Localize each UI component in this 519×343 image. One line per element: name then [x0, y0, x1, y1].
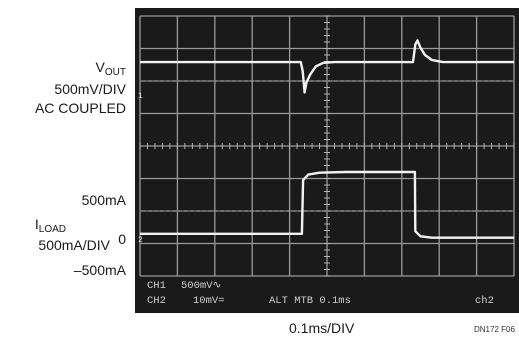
iload-scale-label: 500mA/DIV: [38, 237, 110, 253]
figure-id: DN172 F06: [474, 325, 515, 334]
oscilloscope-screen: 1 2 CH1 500mV∿ CH2 10mV= ALT MTB 0.1ms c…: [135, 8, 519, 313]
iload-tick-label-zero: 0: [118, 231, 126, 247]
iload-trace: [140, 170, 514, 239]
readout-ch1-scale: 500mV∿: [181, 280, 222, 292]
vout-scale-label: 500mV/DIV: [54, 81, 126, 97]
vout-label-main: V: [95, 59, 105, 75]
readout-trigger-source: ch2: [475, 295, 494, 307]
iload-tick-label-pos: 500mA: [81, 192, 126, 208]
ch1-level-marker: 1: [138, 92, 143, 101]
x-axis-label: 0.1ms/DIV: [289, 320, 355, 336]
iload-tick-label-neg: –500mA: [73, 262, 126, 278]
vout-label-sub: OUT: [104, 67, 126, 78]
vout-channel-label: VOUT: [96, 59, 126, 81]
vout-trace: [140, 39, 514, 94]
readout-timebase: ALT MTB 0.1ms: [269, 295, 351, 307]
iload-label-main: I: [34, 216, 39, 232]
readout-ch1-name: CH1: [147, 280, 166, 292]
readout-ch2-name: CH2: [147, 295, 166, 307]
readout-ch2-scale: 10mV=: [193, 295, 225, 307]
vout-coupling-label: AC COUPLED: [34, 100, 126, 116]
iload-channel-label: ILOAD: [35, 216, 66, 238]
iload-label-sub: LOAD: [38, 224, 66, 235]
ch2-level-marker: 2: [138, 236, 143, 245]
oscilloscope-plot: [139, 15, 515, 277]
